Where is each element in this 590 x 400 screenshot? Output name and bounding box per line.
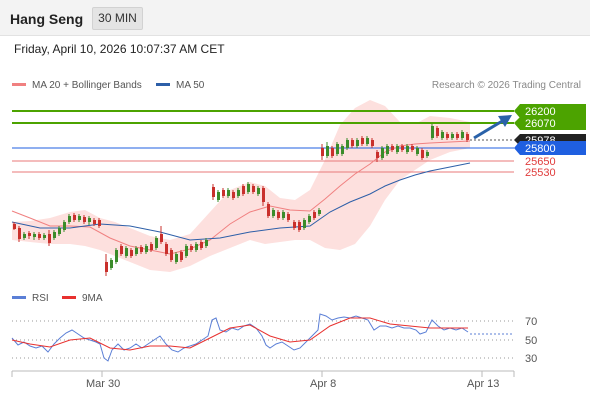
ma50-swatch-icon [156,82,170,86]
legend-item-9ma[interactable]: 9MA [62,293,103,304]
candlestick-series [13,124,469,276]
copyright-text: Research © 2026 Trading Central [431,80,581,91]
rsi-axis-label-30: 30 [525,353,537,365]
legend-label-ma50: MA 50 [176,80,205,91]
ma20-swatch-icon [12,82,26,86]
price-tag-label-25530: 25530 [525,167,556,179]
price-tag-label-25650: 25650 [525,156,556,168]
chart-header: Hang Seng 30 MIN [0,0,590,36]
legend-item-rsi[interactable]: RSI [12,293,49,304]
chart-timestamp: Friday, April 10, 2026 10:07:37 AM CET [14,42,225,56]
rsi-axis-label-70: 70 [525,316,537,328]
rsi-line [11,313,469,362]
price-tag-26070: 26070 [514,117,586,130]
x-tick-mar30: Mar 30 [86,378,120,390]
instrument-title: Hang Seng [10,11,84,27]
x-tick-apr13: Apr 13 [467,378,499,390]
legend-label-9ma: 9MA [82,293,103,304]
rsi-axis-label-50: 50 [525,335,537,347]
legend-item-ma50[interactable]: MA 50 [156,80,204,91]
price-tag-label-26200: 26200 [525,106,556,118]
forecast-arrow-icon [473,115,512,140]
rsi-swatch-icon [12,295,26,299]
x-tick-apr8: Apr 8 [310,378,336,390]
price-tag-label-26070: 26070 [525,118,556,130]
legend-label-rsi: RSI [32,293,49,304]
x-axis: Mar 30 Apr 8 Apr 13 [11,370,515,390]
interval-button[interactable]: 30 MIN [92,7,143,30]
price-tag-26200: 26200 [514,104,586,118]
price-tag-label-25800: 25800 [525,143,556,155]
price-tag-25800: 25800 [514,141,586,155]
legend-label-ma20: MA 20 + Bollinger Bands [32,80,142,91]
bollinger-band-area [12,100,470,272]
rsi-panel [11,313,514,362]
legend-item-ma20[interactable]: MA 20 + Bollinger Bands [12,80,142,91]
9ma-swatch-icon [62,295,76,299]
rsi-9ma-line [11,317,468,351]
